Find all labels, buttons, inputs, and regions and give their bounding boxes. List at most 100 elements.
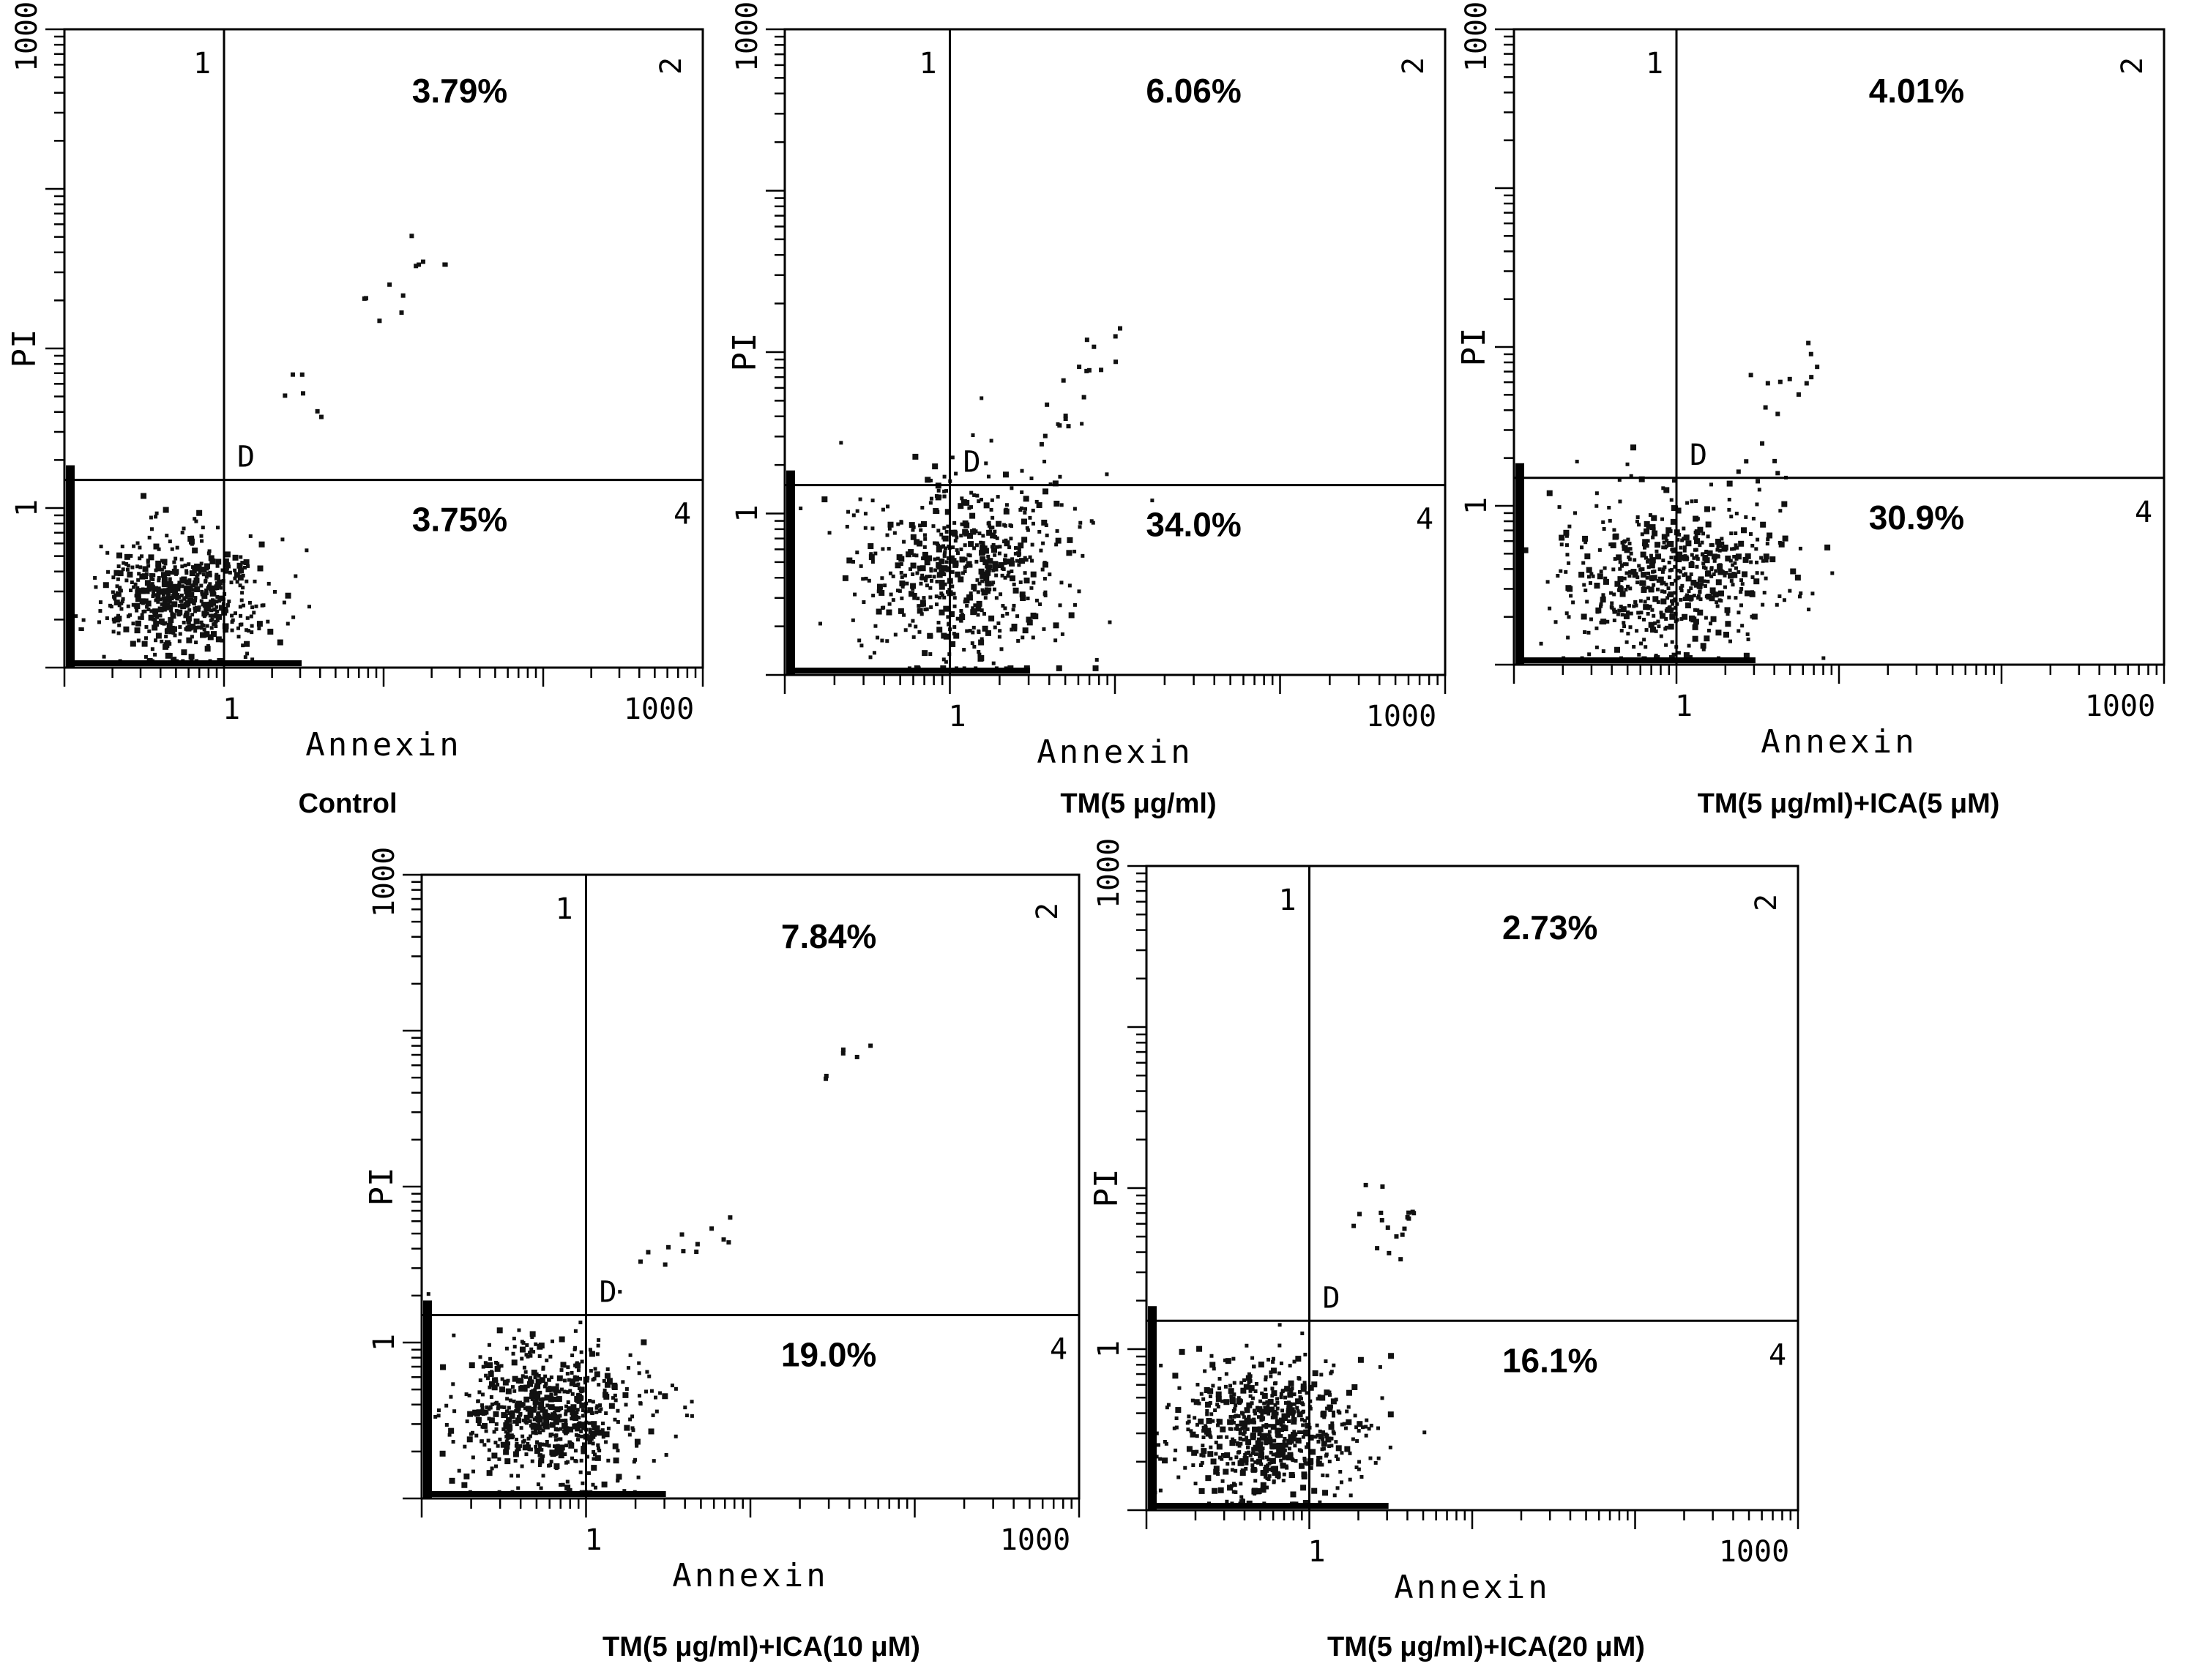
event-dot xyxy=(1066,550,1073,556)
event-dot xyxy=(1644,556,1648,560)
event-dot xyxy=(912,453,919,460)
event-dot xyxy=(1578,572,1585,578)
event-dot xyxy=(534,1447,540,1454)
event-dot xyxy=(891,598,895,602)
event-dot xyxy=(1327,1393,1332,1397)
event-dot xyxy=(533,1375,537,1380)
event-dot xyxy=(548,1396,554,1403)
event-dot xyxy=(885,533,889,537)
event-dot xyxy=(1250,1356,1255,1360)
x-tick-label: 1 xyxy=(1675,690,1693,723)
event-dot xyxy=(1338,1411,1342,1415)
event-dot xyxy=(139,598,146,605)
event-dot xyxy=(1373,1460,1378,1465)
event-dot xyxy=(1158,1457,1163,1461)
event-dot xyxy=(902,613,906,617)
event-dot xyxy=(628,1353,633,1357)
event-dot xyxy=(911,635,916,639)
event-dot xyxy=(1742,528,1747,532)
event-dot xyxy=(1727,507,1731,512)
event-dot xyxy=(1617,576,1624,583)
event-dot xyxy=(726,1240,731,1245)
event-dot xyxy=(155,560,162,567)
event-dot xyxy=(1687,643,1691,648)
event-dot xyxy=(1264,1422,1269,1427)
event-dot xyxy=(1287,1419,1291,1423)
event-dot xyxy=(942,535,949,542)
event-dot xyxy=(1256,1458,1263,1465)
event-dot xyxy=(1299,1430,1304,1435)
event-dot xyxy=(1239,1495,1244,1499)
event-dot xyxy=(200,632,206,638)
event-dot xyxy=(1810,591,1815,596)
event-dot xyxy=(204,580,208,584)
event-dot xyxy=(1260,1436,1264,1441)
event-dot xyxy=(512,1337,516,1341)
event-dot xyxy=(944,509,951,515)
event-dot xyxy=(483,1361,488,1365)
event-dot xyxy=(939,583,945,590)
event-dot xyxy=(162,602,168,608)
event-dot xyxy=(1709,587,1716,594)
event-dot xyxy=(1599,604,1603,608)
event-dot xyxy=(971,608,977,615)
event-dot xyxy=(500,1441,507,1448)
event-dot xyxy=(1716,554,1720,559)
event-dot xyxy=(576,1422,581,1426)
event-dot xyxy=(528,1351,532,1355)
event-dot xyxy=(1275,1454,1279,1458)
event-dot xyxy=(681,1249,686,1254)
event-dot xyxy=(1242,1432,1246,1436)
event-dot xyxy=(138,545,142,550)
event-dot xyxy=(181,649,187,656)
event-dot xyxy=(1715,538,1722,545)
event-dot xyxy=(559,1427,563,1431)
event-dot xyxy=(1163,1439,1167,1444)
event-dot xyxy=(1763,405,1768,410)
event-dot xyxy=(493,1441,498,1445)
event-dot xyxy=(1665,596,1670,600)
event-dot xyxy=(215,610,220,614)
event-dot xyxy=(1627,557,1632,561)
event-dot xyxy=(1217,1386,1222,1391)
event-dot xyxy=(531,1430,535,1435)
event-dot xyxy=(1255,1440,1261,1446)
quadrant-label: 1 xyxy=(555,892,572,926)
event-dot xyxy=(915,571,919,575)
event-dot xyxy=(575,1378,579,1382)
event-dot xyxy=(534,1424,540,1430)
event-dot xyxy=(981,589,988,596)
event-dot xyxy=(207,549,212,553)
event-dot xyxy=(1080,422,1084,426)
event-dot xyxy=(1210,1458,1217,1465)
event-dot xyxy=(290,372,295,377)
event-dot xyxy=(1380,1396,1384,1400)
event-dot xyxy=(1246,1445,1250,1449)
event-dot xyxy=(1205,1475,1212,1482)
event-dot xyxy=(1004,560,1009,564)
event-dot xyxy=(1216,1444,1223,1450)
event-dot xyxy=(1271,1356,1275,1361)
event-dot xyxy=(603,1388,607,1392)
event-dot xyxy=(1651,535,1655,540)
event-dot xyxy=(1217,1455,1222,1460)
event-dot xyxy=(502,1405,507,1409)
event-dot xyxy=(246,564,250,568)
event-dot xyxy=(1275,1397,1280,1401)
event-dot xyxy=(1216,1435,1220,1439)
event-dot xyxy=(143,600,148,604)
event-dot xyxy=(998,561,1004,568)
event-dot xyxy=(992,587,996,591)
event-dot xyxy=(496,1327,503,1334)
event-dot xyxy=(206,551,211,556)
event-dot xyxy=(597,1449,602,1453)
event-dot xyxy=(505,1388,512,1395)
event-dot xyxy=(1284,1444,1288,1448)
event-dot xyxy=(1348,1477,1352,1482)
event-dot xyxy=(1018,552,1022,556)
event-dot xyxy=(574,1433,578,1437)
event-dot xyxy=(1012,603,1016,608)
event-dot xyxy=(499,1405,504,1409)
event-dot xyxy=(1292,1430,1297,1434)
event-dot xyxy=(1676,575,1681,580)
